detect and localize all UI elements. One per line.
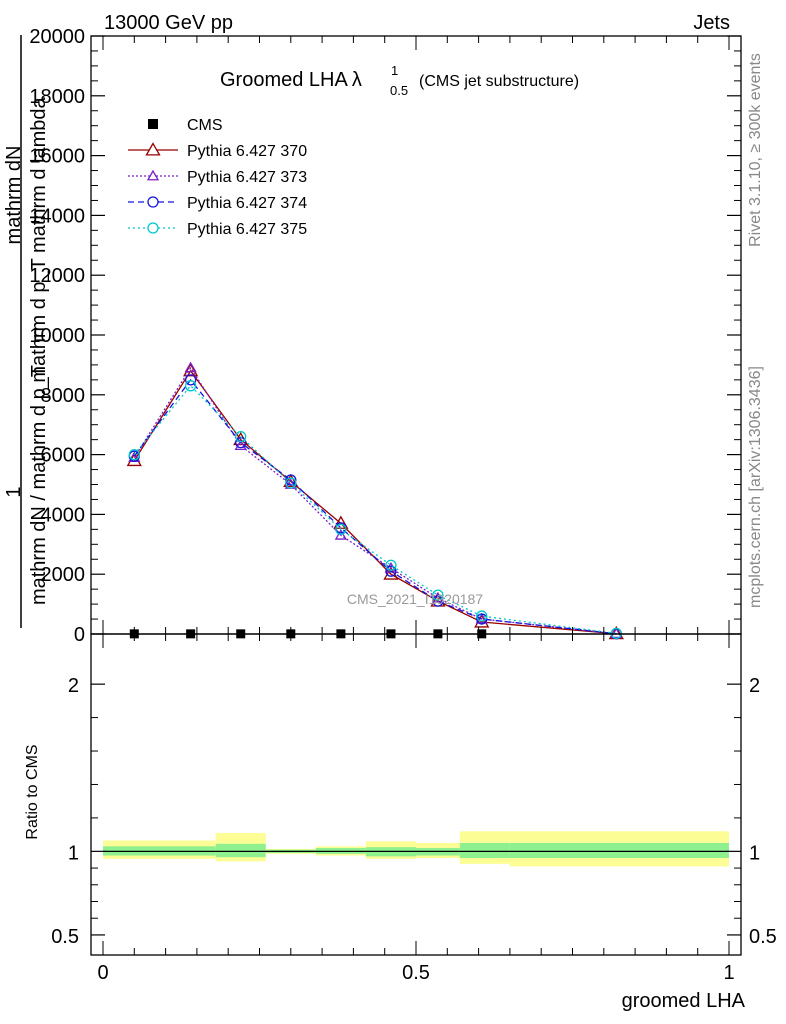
legend-label-1: Pythia 6.427 373 bbox=[187, 169, 307, 186]
title-sub: 0.5 bbox=[390, 83, 408, 98]
ytick-label: 8000 bbox=[41, 385, 86, 407]
ratio-ytick-label: 0.5 bbox=[51, 926, 79, 948]
title-sup: 1 bbox=[391, 63, 398, 78]
ytick-label: 2000 bbox=[41, 564, 86, 586]
ratio-ytick-label-right: 1 bbox=[749, 842, 760, 864]
ratio-ylabel: Ratio to CMS bbox=[24, 744, 41, 839]
ylabel-numerator-sub: mathrm d p_T mathrm d lambda bbox=[28, 96, 50, 382]
xtick-label: 0 bbox=[97, 962, 108, 984]
legend-label-3: Pythia 6.427 375 bbox=[187, 221, 307, 238]
series-0-point bbox=[333, 515, 349, 529]
ytick-label: 20000 bbox=[29, 26, 85, 48]
ylabel-one: 1 bbox=[3, 486, 25, 497]
header-right: Jets bbox=[693, 12, 730, 34]
series-3-point bbox=[235, 431, 247, 443]
series-1-point bbox=[184, 361, 197, 373]
ratio-ytick-label-right: 2 bbox=[749, 675, 760, 697]
legend-cms-marker bbox=[148, 119, 158, 129]
series-1-point bbox=[234, 439, 247, 451]
chart-title: Groomed LHA λ 1 0.5 (CMS jet substructure… bbox=[220, 63, 579, 98]
ytick-label: 0 bbox=[74, 624, 85, 646]
series-0-point bbox=[474, 614, 490, 628]
series-3-point bbox=[184, 380, 197, 392]
legend-marker-2 bbox=[147, 196, 159, 208]
ytick-label: 16000 bbox=[29, 146, 85, 168]
series-line-3 bbox=[133, 384, 617, 635]
series-2-point bbox=[385, 565, 397, 577]
series-2-point bbox=[235, 436, 247, 449]
series-3-point bbox=[476, 610, 488, 622]
lower-frame: 0.5 0.5 1 1 2 2 0 0.5 1 bbox=[51, 633, 777, 984]
mcplots-label: mcplots.cern.ch [arXiv:1306.3436] bbox=[747, 366, 764, 608]
series-line-1 bbox=[133, 366, 617, 635]
ratio-ytick-label: 2 bbox=[68, 675, 79, 697]
series-3-point bbox=[385, 559, 397, 571]
series-0-point bbox=[383, 566, 399, 580]
rivet-label: Rivet 3.1.10, ≥ 300k events bbox=[747, 53, 764, 247]
series-2-point bbox=[432, 595, 444, 607]
title-symbol: λ bbox=[352, 69, 362, 91]
ratio-ytick-label: 1 bbox=[68, 842, 79, 864]
ytick-label: 18000 bbox=[29, 86, 85, 108]
ratio-ytick-label-right: 0.5 bbox=[749, 926, 777, 948]
xtick-label: 1 bbox=[723, 962, 734, 984]
xtick-label: 0.5 bbox=[402, 962, 430, 984]
series-2-point bbox=[476, 613, 488, 625]
title-main: Groomed LHA bbox=[220, 69, 348, 91]
series-1-point bbox=[334, 529, 348, 540]
series-2-point bbox=[285, 474, 297, 486]
series-line-2 bbox=[133, 378, 617, 635]
legend-label-2: Pythia 6.427 374 bbox=[187, 195, 307, 212]
upper-series-layer bbox=[126, 361, 624, 640]
ratio-band-inner bbox=[509, 842, 729, 859]
series-3-point bbox=[128, 448, 140, 461]
ytick-label: 4000 bbox=[41, 504, 86, 526]
legend-marker-3 bbox=[147, 222, 159, 234]
ratio-band-inner bbox=[215, 843, 266, 858]
x-axis-label: groomed LHA bbox=[622, 990, 746, 1012]
upper-frame: 0 2000 4000 6000 8000 10000 12000 14000 16000 180… bbox=[29, 26, 742, 646]
upper-ylabel: 1 mathrm dN / mathrm d p_T mathrm dN mat… bbox=[3, 35, 50, 628]
lower-frame-box bbox=[90, 633, 742, 956]
legend-label-cms: CMS bbox=[187, 117, 223, 134]
legend: CMS Pythia 6.427 370 Pythia 6.427 373 Pythi… bbox=[128, 117, 307, 238]
ytick-label: 12000 bbox=[29, 265, 85, 287]
legend-marker-1 bbox=[146, 169, 160, 181]
series-3-point bbox=[335, 523, 347, 535]
series-0-point bbox=[283, 473, 299, 488]
series-2-point bbox=[184, 374, 197, 386]
series-0-point bbox=[183, 363, 199, 377]
legend-label-0: Pythia 6.427 370 bbox=[187, 143, 307, 160]
header-left: 13000 GeV pp bbox=[104, 12, 233, 34]
series-3-point bbox=[285, 477, 297, 489]
ratio-band-inner bbox=[459, 842, 510, 859]
ytick-label: 10000 bbox=[29, 325, 85, 347]
legend-marker-0 bbox=[145, 142, 161, 156]
ytick-label: 14000 bbox=[29, 205, 85, 227]
ratio-bands-layer bbox=[103, 831, 729, 867]
ylabel-denominator: mathrm dN / mathrm d p_T bbox=[28, 365, 50, 605]
series-3-point bbox=[432, 589, 444, 601]
ytick-label: 6000 bbox=[41, 445, 86, 467]
title-subtitle: (CMS jet substructure) bbox=[419, 73, 579, 90]
watermark: CMS_2021_I1920187 bbox=[347, 591, 483, 607]
ylabel-numerator: mathrm dN bbox=[3, 146, 25, 245]
